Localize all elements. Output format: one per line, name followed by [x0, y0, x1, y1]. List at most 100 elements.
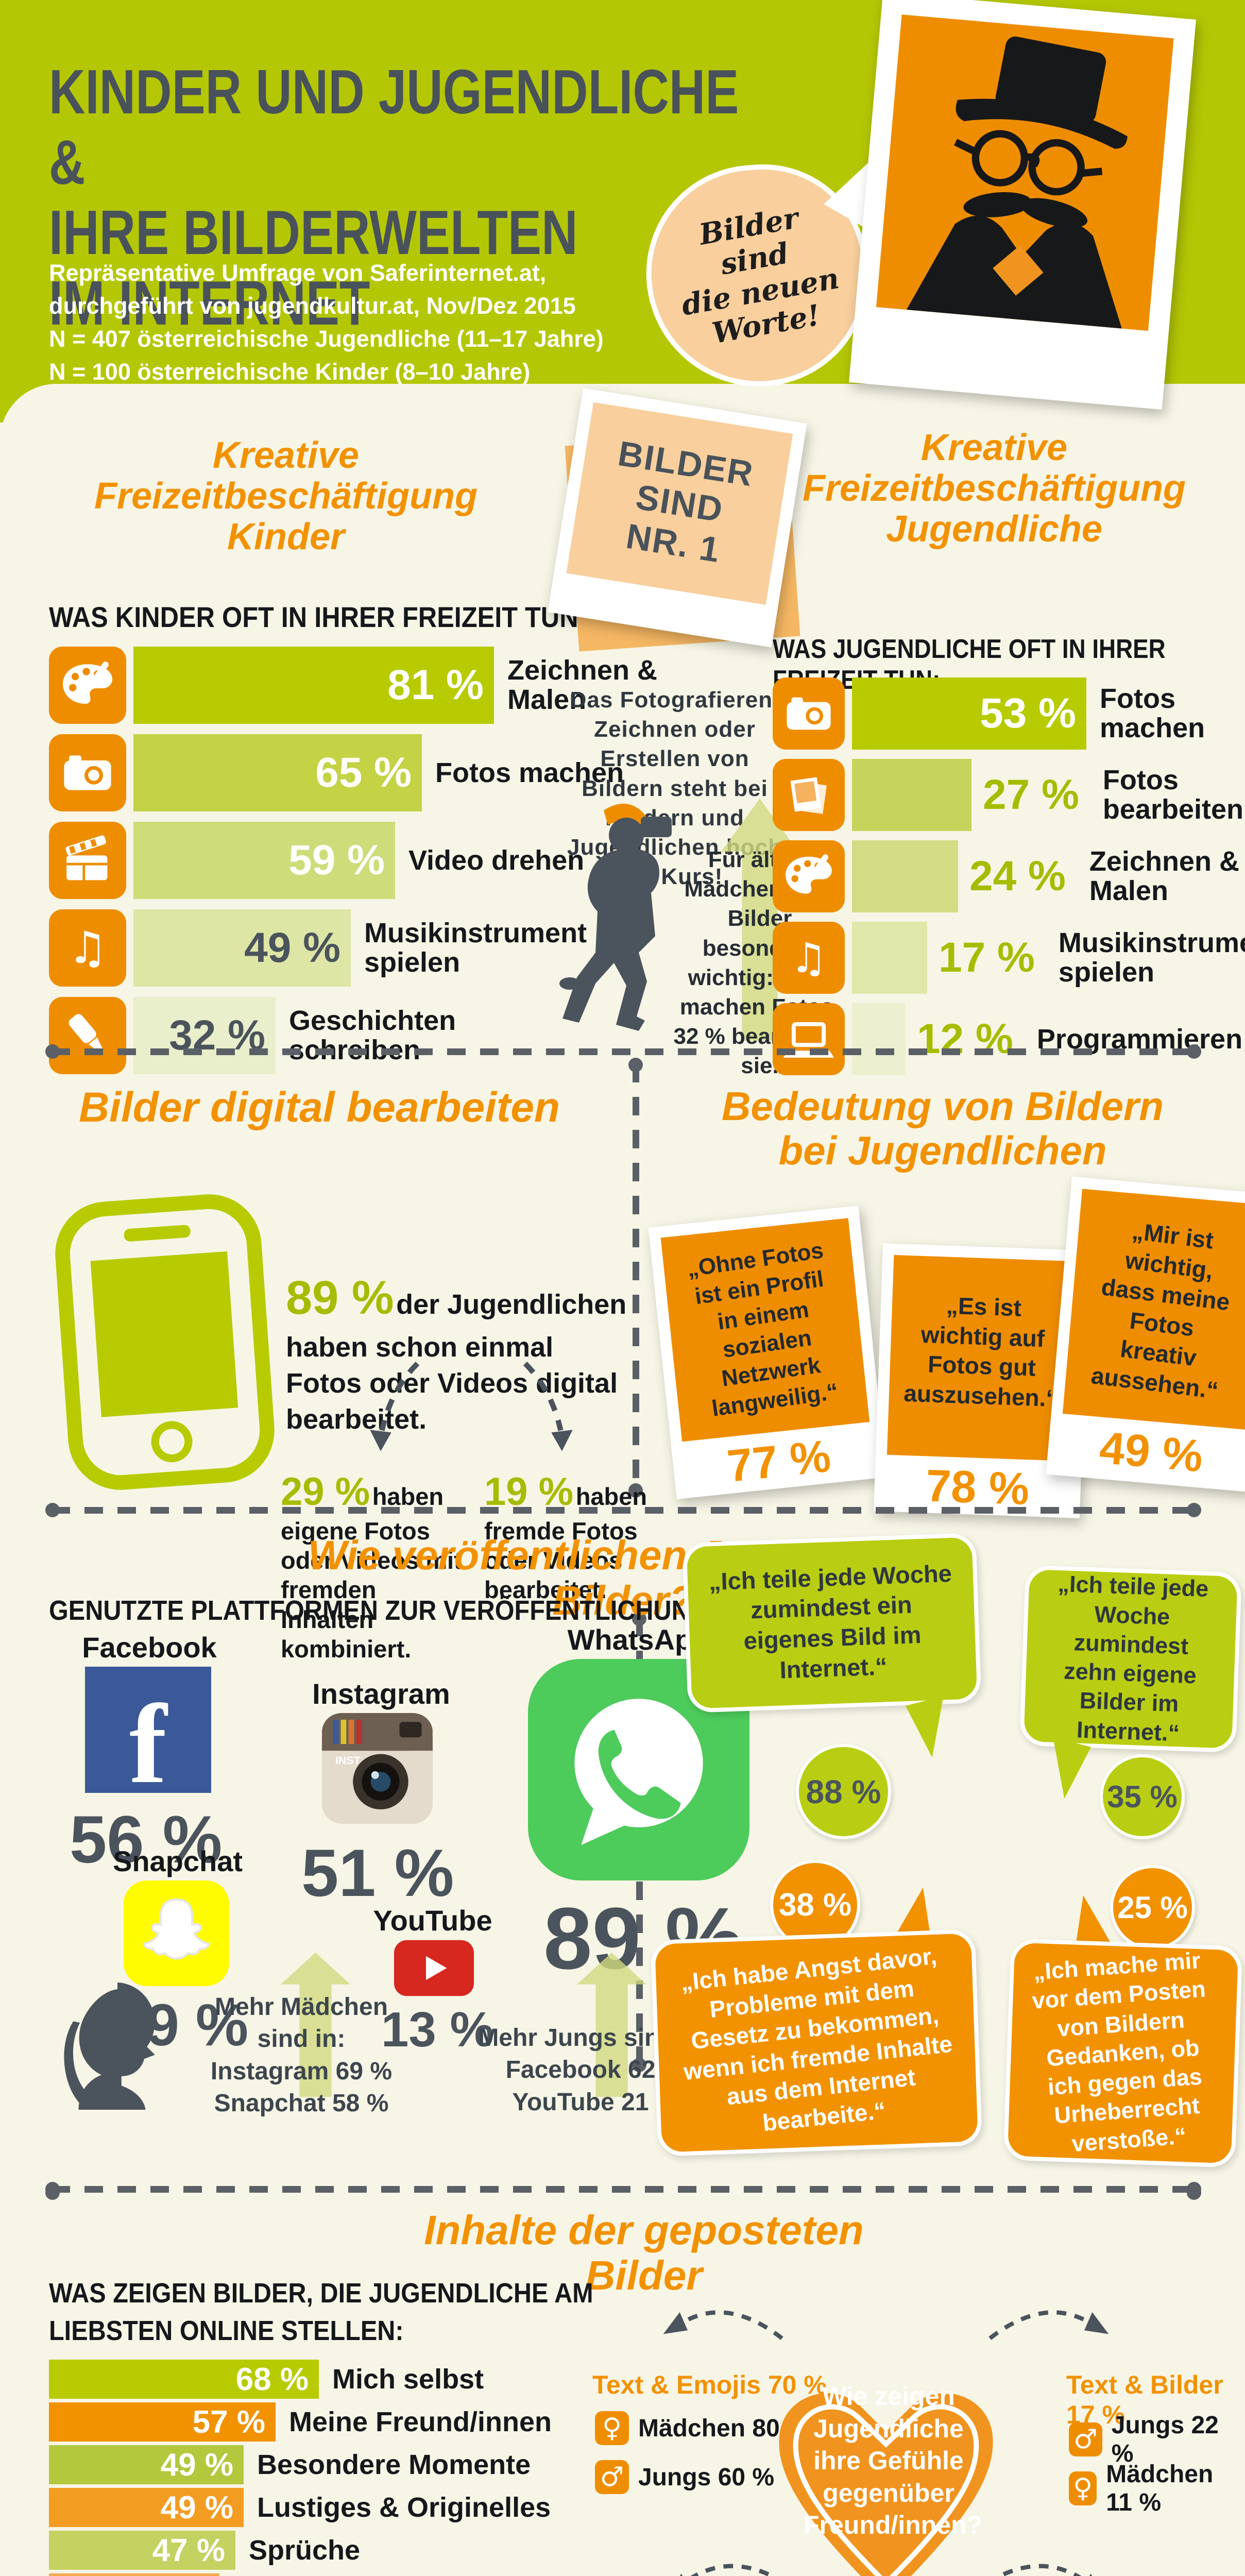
bar	[852, 840, 958, 912]
share-bubble: „Ich habe Angst davor, Probleme mit dem …	[650, 1929, 983, 2157]
section-divider	[45, 1503, 1201, 1517]
bar-label: Fotos bearbeiten	[1102, 765, 1243, 825]
bar-percent: 17 %	[939, 934, 1035, 981]
stat-text: Jungs 60 %	[638, 2463, 775, 2491]
bar-percent: 53 %	[980, 690, 1076, 737]
page-title-line: KINDER UND JUGENDLICHE &	[49, 57, 739, 197]
bubble-quote: „Ich habe Angst davor, Probleme mit dem …	[679, 1942, 954, 2136]
svg-text:INST: INST	[335, 1754, 361, 1767]
label-line: WAS ZEIGEN BILDER, DIE JUGENDLICHE AM	[49, 2278, 593, 2309]
bar-label: Sprüche	[249, 2534, 361, 2566]
note-line: Mehr Mädchen	[214, 1993, 388, 2021]
bar-label: Musikinstrument spielen	[1058, 927, 1245, 988]
bar-row: 47 % Sprüche	[49, 2531, 552, 2570]
camera-icon	[773, 677, 845, 750]
content-list-label: WAS ZEIGEN BILDER, DIE JUGENDLICHE AM LI…	[49, 2275, 593, 2350]
bar-percent: 49 %	[244, 924, 340, 971]
percent-value: 35 %	[1107, 1780, 1178, 1814]
bar-label: Fotos machen	[1100, 683, 1205, 743]
feelings-left-boys: ♂ Jungs 60 %	[595, 2460, 774, 2494]
bar-row: 43 %Events	[49, 2573, 552, 2576]
edit-main-stat: 89 % der Jugendlichen haben schon einmal…	[286, 1267, 636, 1437]
feelings-right-title: Text & Bilder 17 %	[1066, 2370, 1223, 2429]
heading-line: Freizeitbeschäftigung	[94, 476, 478, 517]
bubble-tail	[905, 1696, 958, 1761]
pen-icon	[49, 997, 126, 1074]
dashed-arrow-icon	[515, 1360, 582, 1458]
bar-label: Lustiges & Originelles	[257, 2492, 551, 2523]
bar-percent: 57 %	[192, 2404, 265, 2440]
percent-value: 38 %	[778, 1887, 852, 1923]
kids-section-heading: Kreative Freizeitbeschäftigung Kinder	[49, 435, 523, 558]
section-divider	[45, 2182, 1201, 2196]
bar-row: 81 % Zeichnen & Malen	[49, 647, 677, 724]
bar-percent: 81 %	[387, 662, 484, 708]
content-section-heading: Inhalte der geposteten Bilder	[424, 2207, 864, 2298]
bubble-percent: 35 %	[1100, 1754, 1185, 1839]
note-line: Snapchat 58 %	[214, 2090, 389, 2117]
male-icon: ♂	[1069, 2422, 1102, 2456]
facebook-icon: f	[85, 1667, 211, 1793]
edit-sub-stat: 29 % haben eigene Fotos oder Videos mit …	[281, 1468, 466, 1664]
dashed-curve-arrow-icon	[984, 2293, 1118, 2360]
bar-row: 49 % Besondere Momente	[49, 2445, 552, 2484]
heading-line: Freizeitbeschäftigung	[802, 468, 1186, 510]
bar-percent: 12 %	[917, 1015, 1013, 1062]
share-bubble: „Ich teile jede Woche zumindest zehn eig…	[1019, 1565, 1242, 1753]
bubble-percent: 88 %	[796, 1744, 891, 1839]
bar-row: 68 % Mich selbst	[49, 2360, 552, 2399]
heart-shape: Wie zeigen Jugendliche ihre Gefühle gege…	[757, 2324, 1015, 2576]
bar: 49 %	[49, 2445, 244, 2484]
female-icon: ♀	[1069, 2471, 1097, 2505]
bar: 57 %	[49, 2402, 276, 2442]
note-line: sind in:	[257, 2025, 346, 2053]
survey-note-line: N = 100 österreichische Kinder (8–10 Jah…	[49, 358, 531, 385]
bar-percent: 27 %	[983, 771, 1079, 818]
teens-bar-chart: 53 % Fotos machen 27 % Fotos bearbeiten …	[773, 677, 1245, 1075]
edit-sub-percent: 19 %	[484, 1470, 574, 1514]
bar-label: Video drehen	[408, 844, 585, 876]
heading-line: Kinder	[227, 516, 345, 558]
photo-stack-icon	[773, 759, 845, 831]
dashed-curve-arrow-icon	[981, 2555, 1115, 2576]
quote-text: „Mir ist wichtig, dass meine Fotos kreat…	[1089, 1217, 1232, 1404]
bar-row: ♫ 17 % Musikinstrument spielen	[773, 922, 1245, 994]
heart-question: Wie zeigen Jugendliche ihre Gefühle gege…	[804, 2382, 983, 2539]
bar: 43 %	[49, 2573, 219, 2576]
share-bubble: „Ich mache mir vor dem Posten von Bilder…	[1003, 1938, 1243, 2168]
edit-sub-text: haben eigene Fotos oder Videos mit fremd…	[281, 1483, 462, 1663]
bubble-quote: „Ich teile jede Woche zumindest zehn eig…	[1057, 1570, 1209, 1746]
dashed-curve-arrow-icon	[654, 2293, 788, 2360]
platform-name: Instagram	[312, 1677, 450, 1710]
palette-icon	[773, 840, 845, 912]
quote-text: „Ohne Fotos ist ein Profil in einem sozi…	[685, 1238, 840, 1421]
instagram-icon: INST	[322, 1713, 433, 1824]
photographer-silhouette-icon	[505, 796, 721, 1038]
platform-name: YouTube	[373, 1904, 492, 1937]
bar: 49 %	[133, 909, 351, 987]
bar-label: Zeichnen & Malen	[1089, 846, 1239, 906]
teens-section-heading: Kreative Freizeitbeschäftigung Jugendlic…	[773, 427, 1216, 550]
bar-label: Besondere Momente	[257, 2449, 531, 2480]
dashed-arrow-icon	[361, 1360, 428, 1458]
edit-main-text: der Jugendlichen haben schon einmal Foto…	[286, 1289, 627, 1435]
bar-percent: 49 %	[160, 2489, 233, 2526]
feelings-right-boys: ♂ Jungs 22 %	[1069, 2411, 1245, 2468]
stat-text: Mädchen 11 %	[1106, 2461, 1214, 2516]
bar-percent: 47 %	[152, 2532, 225, 2568]
clapperboard-icon	[49, 822, 126, 899]
bar-row: 27 % Fotos bearbeiten	[773, 759, 1245, 831]
bar-label: Geschichten schreiben	[289, 1005, 456, 1065]
content-bar-chart: 68 % Mich selbst 57 % Meine Freund/innen 4…	[49, 2360, 552, 2576]
page-title-line: IM INTERNET	[49, 267, 370, 338]
camera-icon	[49, 734, 126, 811]
note-line: Instagram 69 %	[210, 2057, 393, 2085]
quote-polaroid: „Mir ist wichtig, dass meine Fotos kreat…	[1046, 1176, 1245, 1493]
bar: 65 %	[133, 734, 422, 811]
heading-line: Bedeutung von Bildern	[722, 1083, 1164, 1129]
percent-value: 25 %	[1117, 1890, 1188, 1925]
bar-percent: 24 %	[969, 853, 1066, 900]
section-divider	[45, 1044, 1201, 1059]
edit-sub-text: haben fremde Fotos oder Videos bearbeite…	[484, 1483, 647, 1604]
